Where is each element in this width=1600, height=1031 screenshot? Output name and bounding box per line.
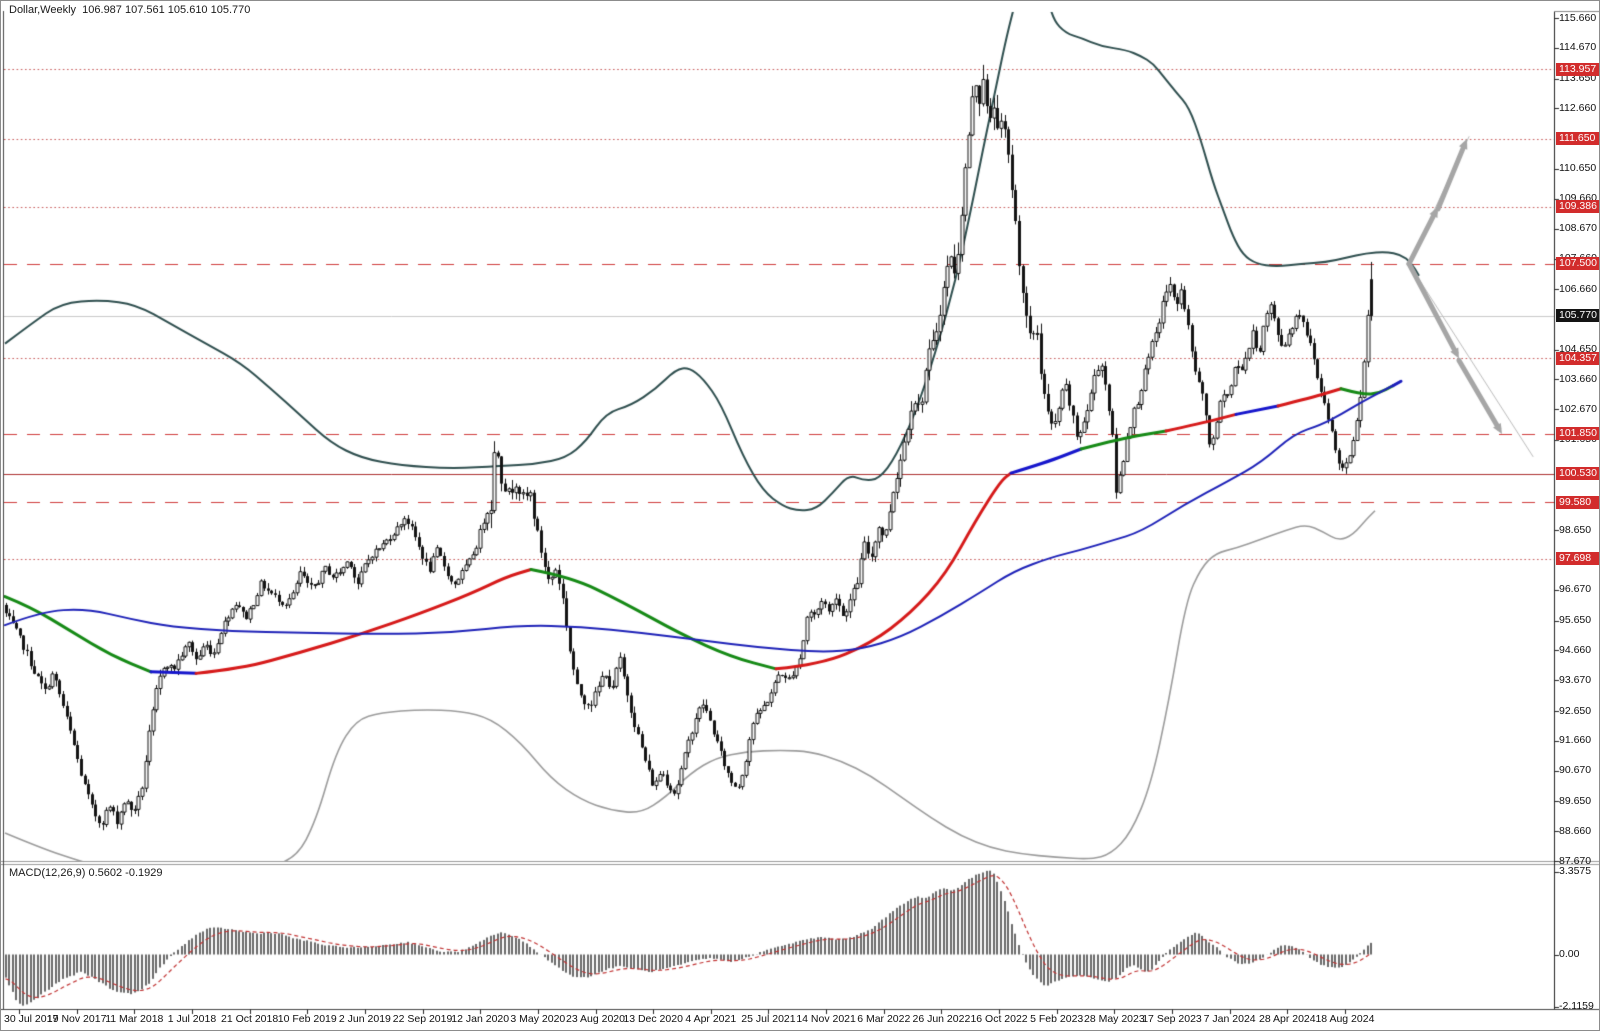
chart-title-ohlc: Dollar,Weekly 106.987 107.561 105.610 10… [9, 4, 251, 16]
macd-indicator-label: MACD(12,26,9) 0.5602 -0.1929 [9, 867, 163, 879]
